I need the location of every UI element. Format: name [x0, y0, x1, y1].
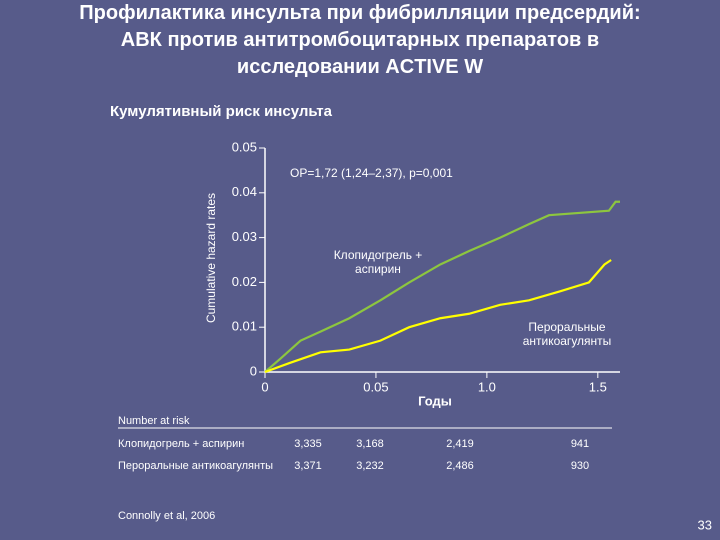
- series-label: Пероральные антикоагулянты: [522, 320, 612, 348]
- risk-value: 3,232: [356, 460, 384, 472]
- risk-value: 2,486: [446, 460, 474, 472]
- y-tick-label: 0.02: [232, 274, 257, 289]
- footnote: Connolly et al, 2006: [118, 510, 215, 522]
- title-line: Профилактика инсульта при фибрилляции пр…: [79, 2, 641, 24]
- table-title: Number at risk: [118, 415, 190, 427]
- risk-value: 3,371: [294, 460, 322, 472]
- series-line: [264, 200, 620, 373]
- risk-value: 930: [571, 460, 589, 472]
- y-tick-label: 0.01: [232, 319, 257, 334]
- x-tick-label: 0: [261, 379, 268, 394]
- x-axis-label: Годы: [418, 393, 452, 408]
- y-tick-label: 0.04: [232, 184, 257, 199]
- risk-value: 941: [571, 438, 589, 450]
- page-number: 33: [698, 517, 712, 532]
- x-tick-label: 0.05: [363, 379, 388, 394]
- risk-value: 3,335: [294, 438, 322, 450]
- row-label: Клопидогрель + аспирин: [118, 438, 244, 450]
- y-tick-label: 0.03: [232, 229, 257, 244]
- series-line: [264, 259, 612, 374]
- subtitle: Кумулятивный риск инсульта: [110, 103, 332, 120]
- title-line: АВК против антитромбоцитарных препаратов…: [120, 29, 600, 51]
- risk-value: 2,419: [446, 438, 474, 450]
- title-line: исследовании ACTIVE W: [236, 56, 484, 78]
- annotation: ОР=1,72 (1,24–2,37), p=0,001: [290, 166, 453, 180]
- row-label: Пероральные антикоагулянты: [118, 460, 273, 472]
- y-axis-label: Cumulative hazard rates: [204, 193, 218, 323]
- y-tick-label: 0.05: [232, 139, 257, 154]
- y-tick-label: 0: [250, 363, 257, 378]
- series-label: Клопидогрель + аспирин: [333, 248, 423, 276]
- x-tick-label: 1.5: [589, 379, 607, 394]
- x-tick-label: 1.0: [478, 379, 496, 394]
- risk-value: 3,168: [356, 438, 384, 450]
